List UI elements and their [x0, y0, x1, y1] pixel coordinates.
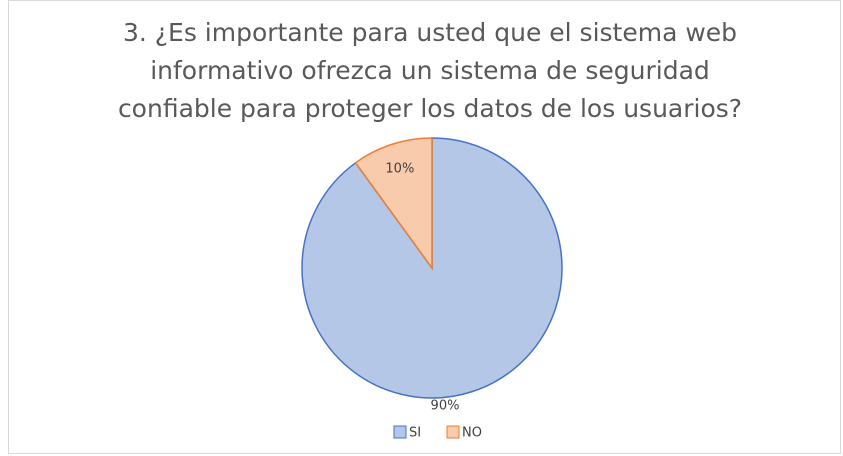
data-label: 90%	[431, 399, 460, 414]
chart-title: 3. ¿Es importante para usted que el sist…	[117, 18, 743, 123]
legend-label: NO	[462, 426, 482, 441]
pie-slice	[354, 137, 433, 271]
data-label: 10%	[385, 162, 414, 177]
legend-swatch	[446, 425, 460, 439]
legend-label: SI	[409, 426, 421, 441]
chart-frame	[8, 0, 841, 454]
legend-swatch	[393, 425, 407, 439]
